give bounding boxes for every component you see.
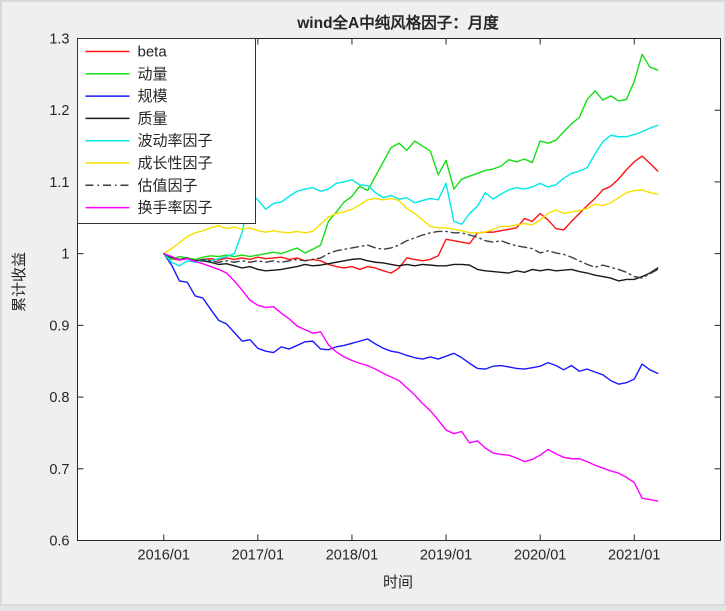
- legend-label-5: 成长性因子: [138, 155, 213, 172]
- legend-label-6: 估值因子: [138, 177, 198, 194]
- x-tick-label: 2019/01: [420, 548, 472, 564]
- x-tick-label: 2017/01: [232, 548, 284, 564]
- series-line-0: [163, 155, 659, 274]
- series-line-6: [163, 230, 659, 279]
- y-tick-label: 1.3: [49, 32, 69, 48]
- x-tick-label: 2018/01: [326, 548, 378, 564]
- x-tick-label: 2020/01: [514, 548, 566, 564]
- series-line-2: [163, 252, 659, 385]
- x-tick-label: 2021/01: [608, 548, 660, 564]
- series-line-3: [163, 252, 659, 282]
- y-tick-label: 1: [61, 247, 69, 263]
- series-line-1: [163, 53, 659, 261]
- legend-box: [77, 38, 256, 224]
- legend-label-0: beta: [138, 44, 168, 61]
- y-tick-label: 1.1: [49, 175, 69, 191]
- chart-title: wind全A中纯风格因子：月度: [296, 13, 499, 32]
- y-tick-label: 0.8: [49, 390, 69, 406]
- y-tick-label: 1.2: [49, 103, 69, 119]
- x-tick-label: 2016/01: [138, 548, 190, 564]
- series-line-7: [163, 252, 659, 502]
- y-tick-label: 0.9: [49, 318, 69, 334]
- legend-label-2: 规模: [138, 88, 168, 105]
- legend-label-3: 质量: [138, 110, 168, 127]
- legend-label-7: 换手率因子: [138, 200, 213, 217]
- y-tick-label: 0.6: [49, 534, 69, 550]
- series-line-5: [163, 189, 659, 255]
- axes-box: [77, 38, 721, 541]
- y-tick-label: 0.7: [49, 462, 69, 478]
- x-axis-label: 时间: [383, 574, 413, 591]
- legend-label-1: 动量: [138, 66, 168, 83]
- legend-label-4: 波动率因子: [138, 133, 213, 150]
- y-axis-label: 累计收益: [11, 252, 28, 312]
